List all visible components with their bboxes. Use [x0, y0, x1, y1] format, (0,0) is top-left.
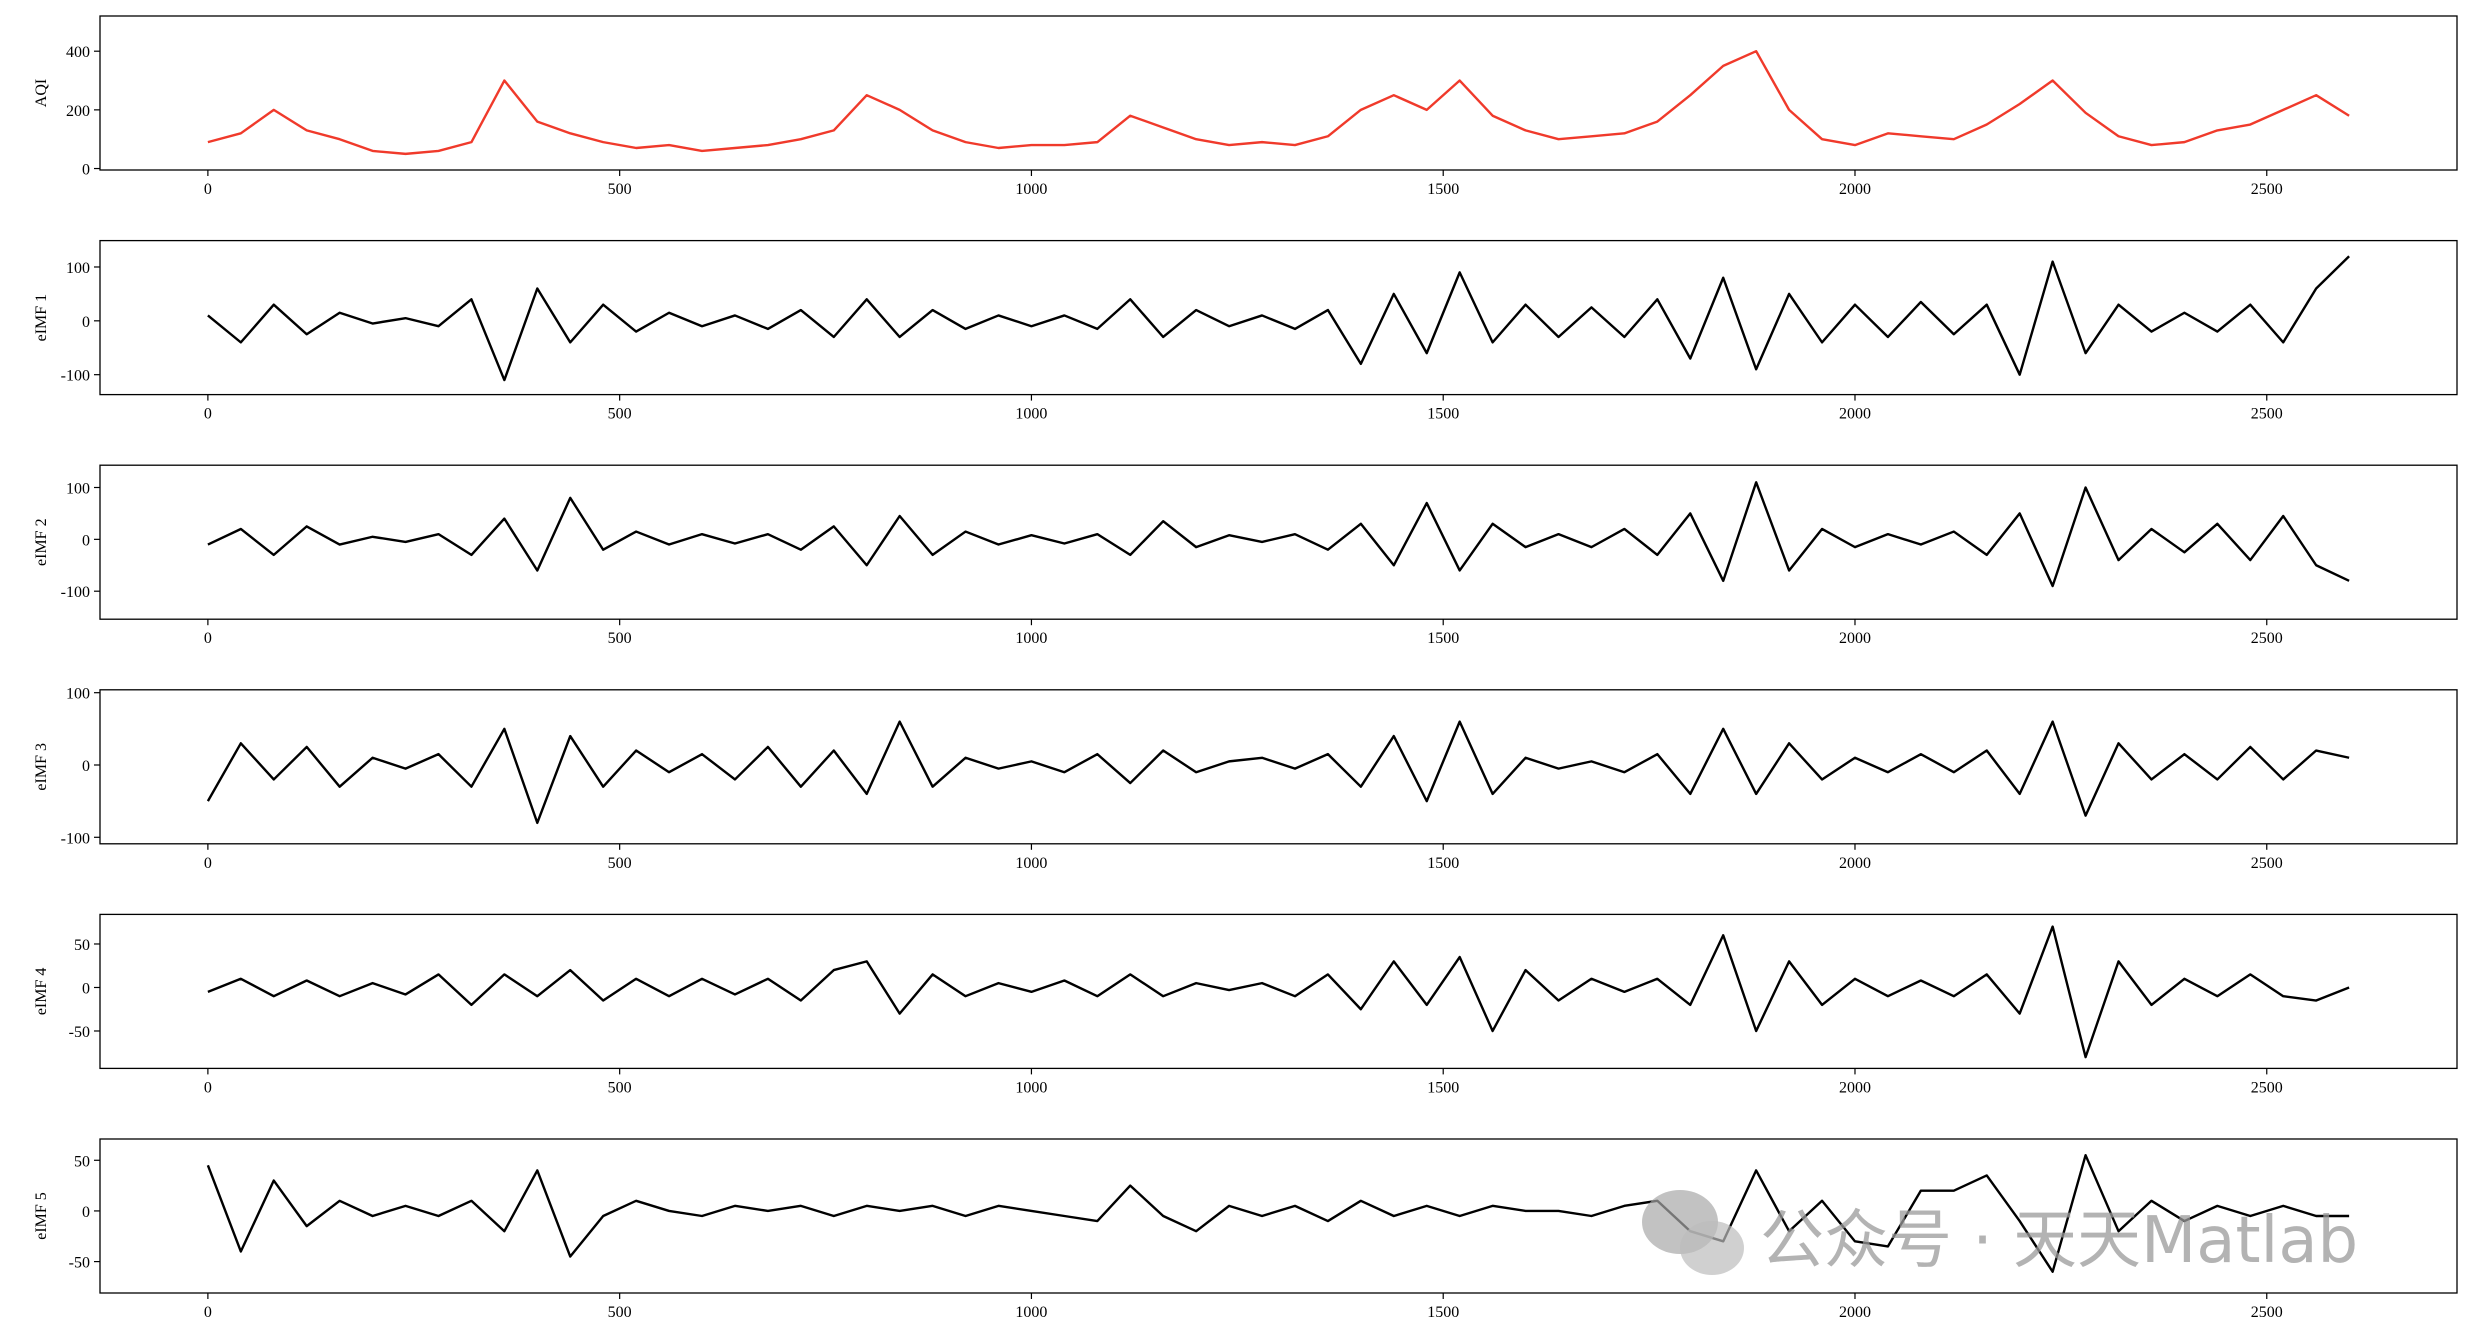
watermark: 公众号 · 天天Matlab — [1760, 1204, 2358, 1278]
x-tick-label: 0 — [204, 406, 212, 423]
axes-frame — [99, 239, 2458, 396]
data-line — [207, 925, 2350, 1059]
x-tick-label: 2500 — [2251, 1304, 2283, 1321]
x-tick-label: 0 — [204, 1304, 212, 1321]
y-tick-label: 400 — [66, 44, 90, 61]
y-axis-label: eIMF 5 — [33, 1192, 50, 1240]
x-tick-label: 1000 — [1015, 1304, 1047, 1321]
x-tick-label: 1500 — [1427, 181, 1459, 198]
y-tick-label: 0 — [82, 758, 90, 775]
x-tick-label: 0 — [204, 1079, 212, 1096]
data-line — [206, 720, 2350, 825]
plot-area — [206, 1154, 2350, 1273]
axes-frame — [99, 689, 2458, 845]
x-tick-label: 2500 — [2251, 406, 2283, 423]
data-line — [206, 1154, 2350, 1273]
y-axis-label: AQI — [33, 79, 50, 107]
x-tick-label: 2000 — [1839, 630, 1871, 647]
y-tick-label: 0 — [82, 314, 90, 331]
watermark-icon — [1642, 1190, 1744, 1275]
x-tick-label: 2000 — [1839, 1079, 1871, 1096]
x-tick-label: 500 — [608, 630, 632, 647]
axes-frame — [99, 464, 2458, 620]
y-tick-label: -50 — [69, 1024, 90, 1041]
data-line — [207, 50, 2350, 156]
x-tick-label: 1000 — [1015, 630, 1047, 647]
y-axis-label: eIMF 2 — [33, 518, 50, 566]
x-tick-label: 1500 — [1427, 630, 1459, 647]
x-tick-label: 2500 — [2251, 630, 2283, 647]
y-tick-label: 0 — [82, 162, 90, 179]
x-tick-label: 1500 — [1427, 1079, 1459, 1096]
x-tick-label: 1000 — [1015, 181, 1047, 198]
y-tick-label: 0 — [82, 532, 90, 549]
x-tick-label: 2000 — [1839, 181, 1871, 198]
y-tick-label: 0 — [82, 1204, 90, 1221]
y-axis-label: eIMF 1 — [33, 294, 50, 342]
axes-frame — [99, 913, 2458, 1070]
x-tick-label: 2000 — [1839, 1304, 1871, 1321]
data-line — [207, 255, 2350, 382]
x-tick-label: 1500 — [1427, 855, 1459, 872]
x-tick-label: 500 — [608, 1079, 632, 1096]
y-tick-label: 0 — [82, 980, 90, 997]
plot-area — [207, 925, 2350, 1059]
y-tick-label: -50 — [69, 1255, 90, 1272]
x-tick-label: 1500 — [1427, 406, 1459, 423]
x-tick-label: 2500 — [2251, 181, 2283, 198]
x-tick-label: 2500 — [2251, 855, 2283, 872]
x-tick-label: 0 — [204, 181, 212, 198]
x-tick-label: 500 — [608, 406, 632, 423]
x-tick-label: 1000 — [1015, 1079, 1047, 1096]
y-tick-label: 100 — [66, 260, 90, 277]
y-tick-label: 50 — [74, 1153, 90, 1170]
y-tick-label: 50 — [74, 937, 90, 954]
data-line — [207, 481, 2350, 588]
y-tick-label: -100 — [61, 584, 90, 601]
x-tick-label: 500 — [608, 1304, 632, 1321]
y-axis-label: eIMF 4 — [33, 968, 50, 1016]
x-tick-label: 2500 — [2251, 1079, 2283, 1096]
axes-frame — [99, 15, 2458, 171]
x-tick-label: 1000 — [1015, 406, 1047, 423]
y-axis-label: eIMF 3 — [33, 743, 50, 791]
x-tick-label: 2000 — [1839, 406, 1871, 423]
plot-area — [207, 50, 2350, 156]
plot-area — [207, 481, 2350, 588]
x-tick-label: 1500 — [1427, 1304, 1459, 1321]
y-tick-label: 100 — [66, 480, 90, 497]
x-tick-label: 1000 — [1015, 855, 1047, 872]
x-tick-label: 2000 — [1839, 855, 1871, 872]
plot-area — [206, 720, 2350, 825]
y-tick-label: 100 — [66, 686, 90, 703]
x-tick-label: 0 — [204, 630, 212, 647]
y-tick-label: -100 — [61, 830, 90, 847]
plot-area — [207, 255, 2350, 382]
y-tick-label: 200 — [66, 103, 90, 120]
x-tick-label: 500 — [608, 855, 632, 872]
axes-frame — [99, 1138, 2458, 1294]
y-tick-label: -100 — [61, 368, 90, 385]
x-tick-label: 0 — [204, 855, 212, 872]
x-tick-label: 500 — [608, 181, 632, 198]
